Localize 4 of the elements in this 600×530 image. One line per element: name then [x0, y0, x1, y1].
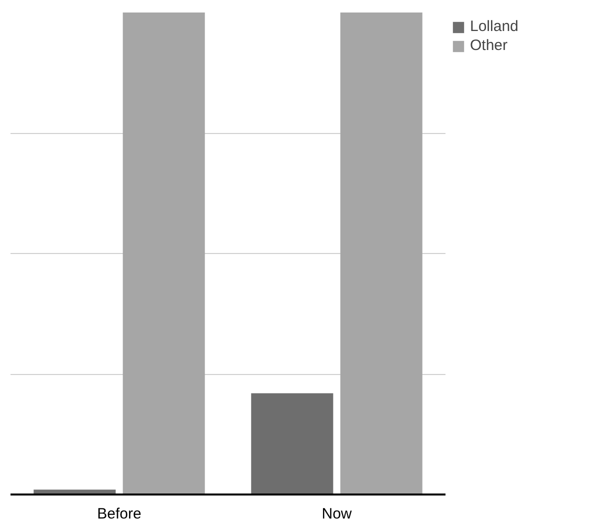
x-tick-label: Before — [97, 506, 142, 522]
legend-label: Other — [470, 37, 508, 54]
legend-label: Lolland — [470, 18, 518, 35]
x-tick-label: Now — [322, 506, 352, 522]
